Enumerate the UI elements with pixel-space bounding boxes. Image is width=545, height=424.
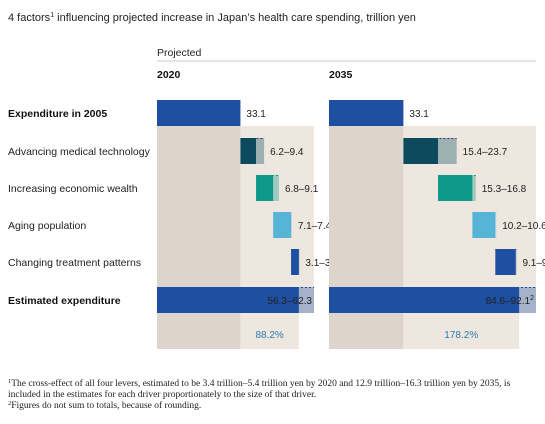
value-label-expenditure-in-2005: 33.1 <box>409 109 429 120</box>
value-label-estimated-expenditure: 56.3–62.3 <box>268 296 313 307</box>
panel-2020: 2020 33.1 6.2–9.4 6.8–9.1 7.1–7.4 3.1–3.3 56.3… <box>157 69 339 349</box>
chart-title: 4 factors1 influencing projected increas… <box>8 12 416 24</box>
increase-label-2020: 88.2% <box>255 330 283 341</box>
row-labels: Expenditure in 2005 Advancing medical tec… <box>8 108 151 307</box>
bar-changing-treatment-patterns <box>291 249 299 275</box>
range-extension-increasing-economic-wealth <box>273 175 279 201</box>
footnote-1-marker: 1 <box>8 378 12 385</box>
value-label-increasing-economic-wealth: 6.8–9.1 <box>285 184 319 195</box>
range-extension-estimated-expenditure <box>298 287 314 313</box>
value-label-advancing-medical-technology: 15.4–23.7 <box>463 147 508 158</box>
panel-2035: 2035 33.1 15.4–23.7 15.3–16.8 10.2–10.6 9.1–9… <box>329 69 545 349</box>
range-extension-changing-treatment-patterns <box>515 249 517 275</box>
range-extension-estimated-expenditure <box>519 287 536 313</box>
range-extension-changing-treatment-patterns <box>298 249 300 275</box>
bar-advancing-medical-technology <box>240 138 257 164</box>
row-label-advancing-medical-technology: Advancing medical technology <box>8 146 151 158</box>
range-extension-advancing-medical-technology <box>256 138 265 164</box>
footnote-2-marker: 2 <box>8 400 12 407</box>
increase-band <box>403 313 520 349</box>
value-label-advancing-medical-technology: 6.2–9.4 <box>270 147 304 158</box>
footnote-1-text: The cross-effect of all four levers, est… <box>8 379 511 400</box>
range-extension-aging-population <box>291 212 292 238</box>
row-label-increasing-economic-wealth: Increasing economic wealth <box>8 183 138 195</box>
value-label-estimated-expenditure: 84.6–92.12 <box>486 295 535 307</box>
year-label-2035: 2035 <box>329 69 353 81</box>
bar-changing-treatment-patterns <box>495 249 516 275</box>
bar-expenditure-in-2005 <box>157 100 241 126</box>
bar-increasing-economic-wealth <box>438 175 473 201</box>
increase-label-2035: 178.2% <box>444 330 478 341</box>
bar-increasing-economic-wealth <box>256 175 274 201</box>
year-label-2020: 2020 <box>157 69 181 81</box>
value-label-changing-treatment-patterns: 3.1–3.3 <box>305 258 339 269</box>
row-label-changing-treatment-patterns: Changing treatment patterns <box>8 257 141 269</box>
value-label-changing-treatment-patterns: 9.1–9.4 <box>522 258 545 269</box>
value-label-aging-population: 10.2–10.6 <box>502 221 545 232</box>
row-label-expenditure-in-2005: Expenditure in 2005 <box>8 108 107 120</box>
range-extension-aging-population <box>495 212 497 238</box>
footnote-1: 1The cross-effect of all four levers, es… <box>8 376 536 401</box>
bar-estimated-expenditure <box>157 287 299 313</box>
bar-estimated-expenditure <box>329 287 520 313</box>
value-label-increasing-economic-wealth: 15.3–16.8 <box>482 184 527 195</box>
value-label-aging-population: 7.1–7.4 <box>298 221 332 232</box>
footnote-2-text: Figures do not sum to totals, because of… <box>11 401 202 411</box>
increase-band <box>240 313 299 349</box>
footnote-2: 2Figures do not sum to totals, because o… <box>8 398 201 412</box>
range-extension-increasing-economic-wealth <box>472 175 476 201</box>
row-label-estimated-expenditure: Estimated expenditure <box>8 295 121 307</box>
bar-aging-population <box>273 212 292 238</box>
bar-aging-population <box>472 212 496 238</box>
projected-label: Projected <box>157 47 202 59</box>
range-extension-advancing-medical-technology <box>438 138 457 164</box>
value-label-expenditure-in-2005: 33.1 <box>246 109 266 120</box>
bar-expenditure-in-2005 <box>329 100 404 126</box>
bar-advancing-medical-technology <box>403 138 439 164</box>
row-label-aging-population: Aging population <box>8 220 86 232</box>
